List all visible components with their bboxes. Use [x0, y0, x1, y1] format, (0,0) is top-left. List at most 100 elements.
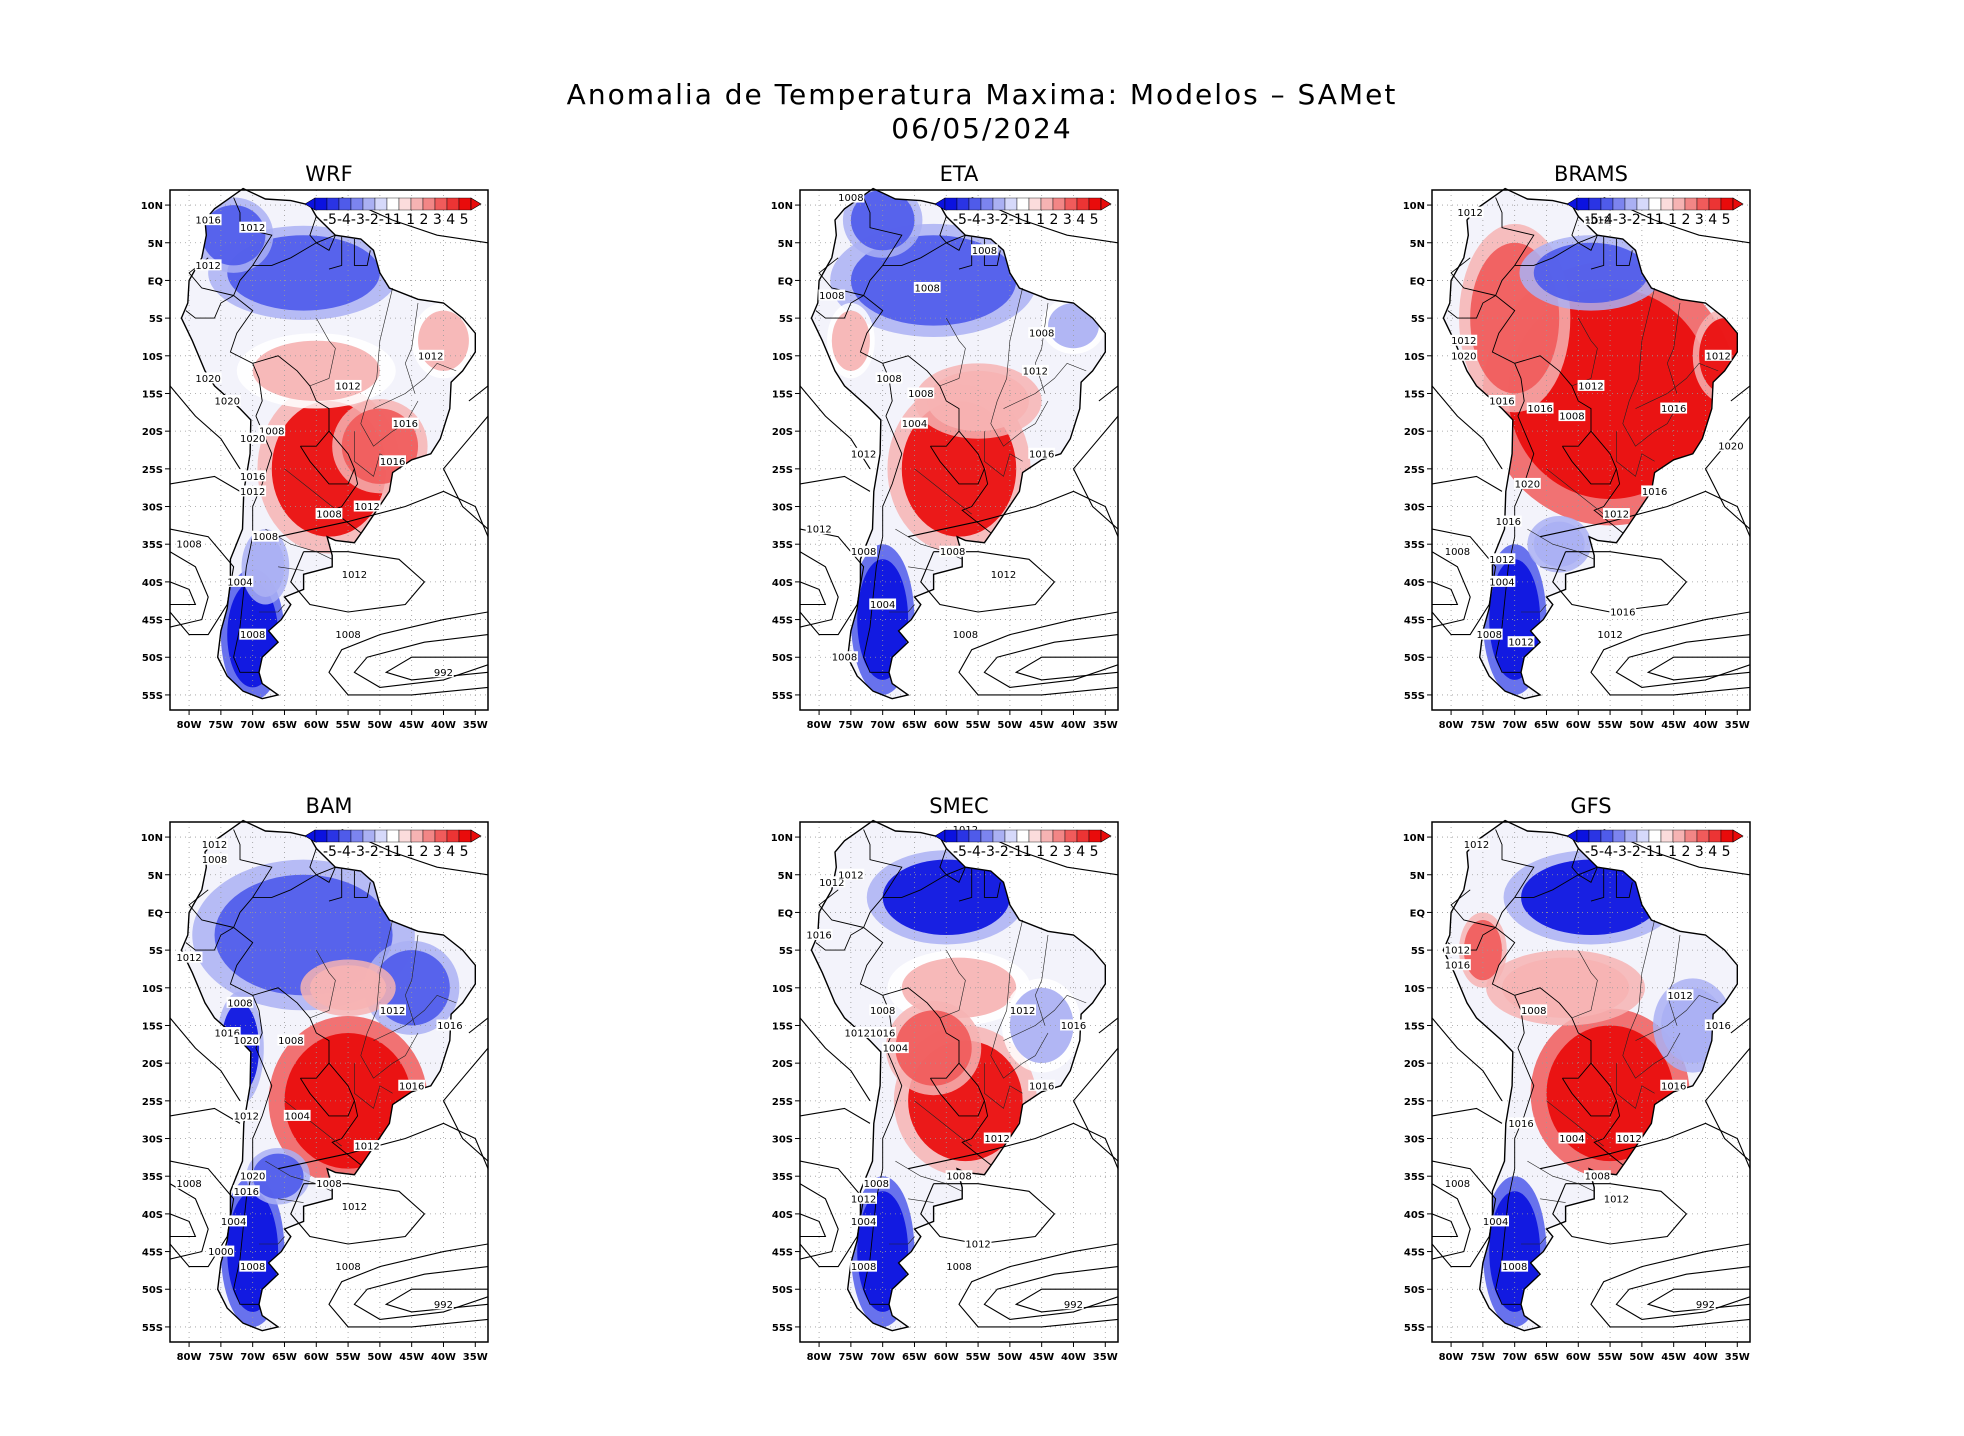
isobar-label-bg	[805, 523, 833, 535]
colorbar: -5-4-3-2-11 1 2 3 4 5	[304, 829, 482, 860]
isobar-label: 1012	[195, 261, 220, 272]
colorbar-swatch	[1588, 829, 1602, 843]
lon-tick-label: 40W	[1061, 1352, 1086, 1363]
lat-tick-label: 55S	[142, 691, 163, 702]
isobar-label-bg	[1583, 214, 1611, 226]
lat-tick-label: 10S	[142, 984, 163, 995]
lon-tick-label: 55W	[966, 720, 991, 731]
map-panel-bam: BAM 1012 1008 1012 1008 1012 1016 1020 1008 1016 1…	[110, 794, 550, 1374]
lon-tick-label: 35W	[1725, 1352, 1750, 1363]
lon-tick-label: 75W	[208, 1352, 233, 1363]
isobar-label-bg	[869, 1027, 897, 1039]
isobar-label-bg	[283, 1109, 311, 1121]
lon-tick-label: 40W	[1693, 1352, 1718, 1363]
isobar-label-bg	[334, 1260, 362, 1272]
isobar-label-bg	[1717, 440, 1745, 452]
lat-tick-label: 25S	[1404, 1097, 1425, 1108]
isobar-label-bg	[818, 876, 846, 888]
isobar-label-bg	[258, 425, 286, 437]
lat-tick-label: 5S	[1411, 946, 1425, 957]
colorbar-arrow-right	[470, 197, 482, 211]
isobar-label-bg	[818, 289, 846, 301]
isobar-label-bg	[1475, 628, 1503, 640]
isobar-label: 1016	[1642, 487, 1667, 498]
panel-title: BRAMS	[1554, 162, 1628, 186]
colorbar-labels: -5-4-3-2-11 1 2 3 4 5	[323, 212, 469, 228]
isobar-label-bg	[837, 868, 865, 880]
map-panel-eta: ETA 1008 1008 1008 1008 1008 1012 1008 1008 1004 1…	[740, 162, 1180, 742]
map-frame	[1431, 189, 1751, 711]
isobar-label: 1012	[1616, 1134, 1641, 1145]
isobar-label-bg	[805, 929, 833, 941]
colorbar-swatch	[374, 197, 388, 211]
anomaly-core	[1489, 559, 1541, 680]
colorbar-arrow-right	[1732, 197, 1744, 211]
isobar-label: 1012	[1489, 555, 1514, 566]
isobar-label: 1012	[965, 1240, 990, 1251]
isobar-label: 1016	[240, 472, 265, 483]
map-frame	[169, 821, 489, 1343]
lat-tick-label: 15S	[772, 389, 793, 400]
isobar-label-bg	[1596, 628, 1624, 640]
lon-tick-label: 65W	[1534, 1352, 1559, 1363]
isobar-label: 1008	[1445, 547, 1470, 558]
colorbar-swatch	[1708, 829, 1722, 843]
lat-tick-label: 5S	[149, 946, 163, 957]
lat-tick-label: 15S	[772, 1021, 793, 1032]
lat-tick-label: 20S	[1404, 427, 1425, 438]
lat-tick-label: 10N	[1403, 201, 1425, 212]
isobar-label-bg	[945, 1170, 973, 1182]
isobar-label-bg	[1488, 395, 1516, 407]
lat-tick-label: 5N	[148, 239, 163, 250]
lat-tick-label: 10S	[772, 984, 793, 995]
isobar-label-bg	[945, 1260, 973, 1272]
isobar-label-bg	[1603, 1192, 1630, 1204]
isobar-label: 1012	[202, 840, 227, 851]
lon-tick-label: 50W	[997, 720, 1022, 731]
colorbar-swatch	[1672, 829, 1686, 843]
colorbar-swatch	[1028, 197, 1042, 211]
isobar-label: 1020	[240, 434, 265, 445]
anomaly-core	[895, 1010, 972, 1086]
colorbar-swatch	[1612, 829, 1626, 843]
isobars	[1432, 196, 1750, 696]
lat-tick-label: 10N	[1403, 833, 1425, 844]
isobar-label-bg	[175, 1177, 203, 1189]
isobar-label: 1012	[335, 381, 360, 392]
lat-tick-label: 50S	[142, 1285, 163, 1296]
isobar-label-bg	[1063, 1298, 1084, 1310]
isobar-label-bg	[175, 951, 203, 963]
colorbar-swatch	[1684, 829, 1698, 843]
isobar-label: 1008	[851, 1262, 876, 1273]
isobar-label: 1008	[278, 1036, 303, 1047]
anomaly-core	[1501, 957, 1630, 1018]
coastline	[810, 819, 1106, 1332]
isobar-label: 1008	[176, 540, 201, 551]
lat-tick-label: 10N	[771, 833, 793, 844]
colorbar-swatch	[1052, 197, 1066, 211]
isobar-label: 1004	[221, 1217, 246, 1228]
isobar-label-bg	[1482, 1215, 1509, 1227]
colorbar: -5-4-3-2-11 1 2 3 4 5	[934, 829, 1112, 860]
isobar-label-bg	[1507, 1117, 1535, 1129]
panel-title: SMEC	[929, 794, 989, 818]
isobar-label: 1012	[1578, 381, 1603, 392]
anomaly-core	[850, 235, 1017, 326]
colorbar-swatch	[980, 829, 994, 843]
isobar-label: 1008	[1445, 1179, 1470, 1190]
isobar-label: 1012	[240, 223, 265, 234]
isobar-label-bg	[1444, 944, 1471, 956]
isobar-label: 1012	[991, 570, 1016, 581]
isobar-label-bg	[1021, 364, 1049, 376]
colorbar-swatch	[1588, 197, 1602, 211]
colorbar-swatch	[1672, 197, 1686, 211]
isobar-label-bg	[1520, 1004, 1548, 1016]
isobar-label: 1004	[902, 419, 927, 430]
isobar-label-bg	[194, 214, 222, 226]
isobar-label-bg	[1704, 349, 1732, 361]
lon-tick-label: 35W	[1093, 1352, 1118, 1363]
lon-tick-label: 35W	[463, 1352, 488, 1363]
isobar-label-bg	[1695, 1298, 1716, 1310]
isobar-label-bg	[1577, 379, 1605, 391]
